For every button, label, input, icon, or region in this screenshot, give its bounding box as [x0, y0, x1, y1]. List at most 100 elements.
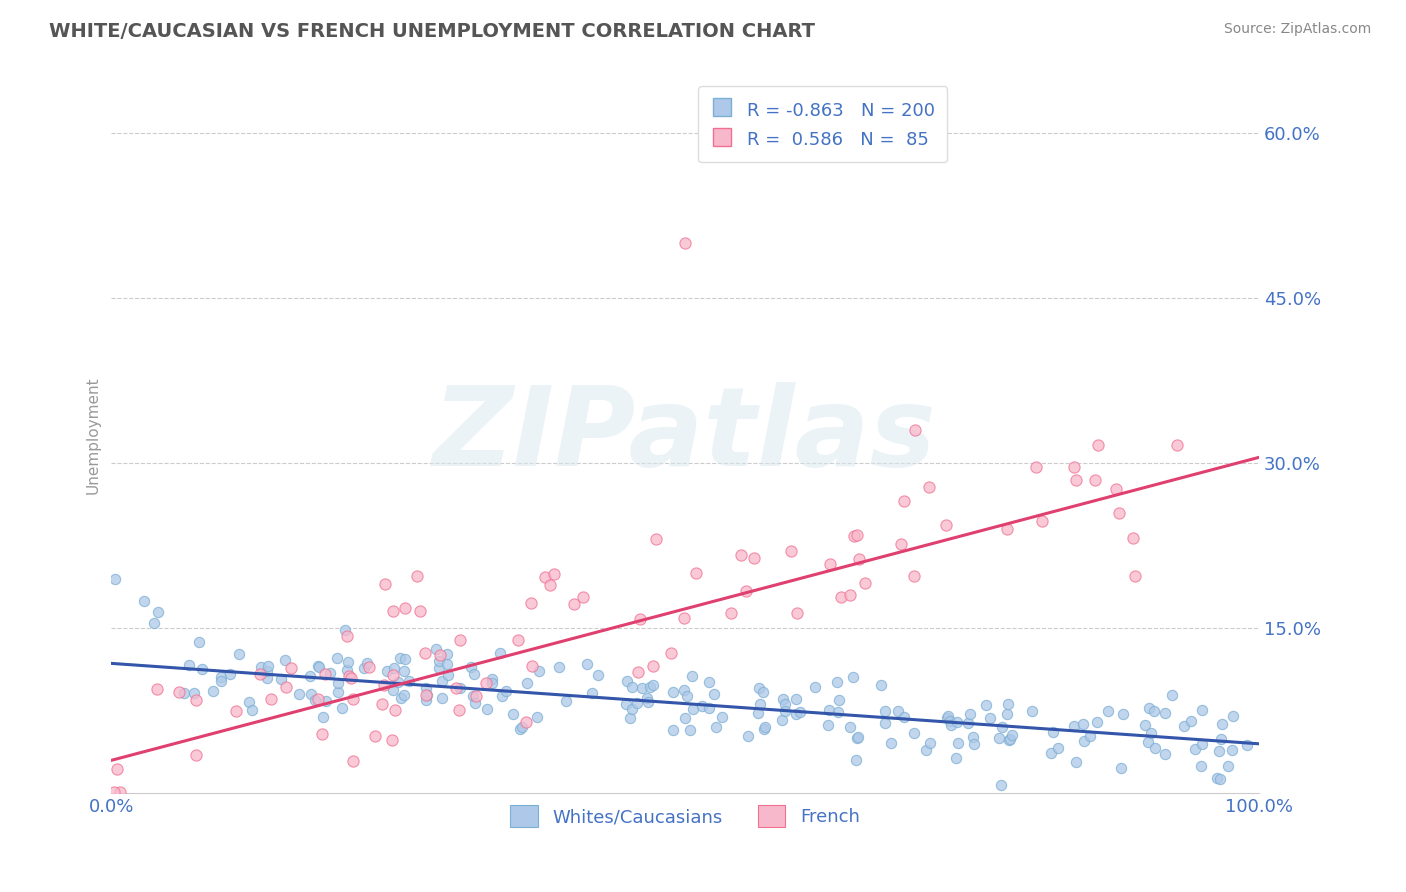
Point	[1142, 704, 1164, 718]
Point	[382, 668, 405, 682]
Point	[1135, 718, 1157, 732]
Point	[754, 720, 776, 734]
Point	[1064, 755, 1087, 769]
Point	[1085, 714, 1108, 729]
Point	[685, 566, 707, 580]
Point	[299, 687, 322, 701]
Point	[1144, 741, 1167, 756]
Point	[1211, 717, 1233, 731]
Point	[394, 601, 416, 615]
Point	[387, 674, 409, 689]
Point	[108, 785, 131, 799]
Point	[730, 548, 752, 562]
Point	[737, 729, 759, 743]
Point	[1191, 737, 1213, 751]
Point	[394, 651, 416, 665]
Point	[389, 691, 412, 706]
Point	[979, 711, 1001, 725]
Point	[845, 731, 868, 745]
Point	[250, 660, 273, 674]
Point	[818, 557, 841, 571]
Point	[436, 657, 458, 671]
Point	[959, 707, 981, 722]
Point	[637, 696, 659, 710]
Point	[169, 684, 191, 698]
Point	[298, 669, 321, 683]
Point	[770, 713, 793, 727]
Point	[918, 736, 941, 750]
Point	[1097, 704, 1119, 718]
Point	[748, 681, 770, 696]
Point	[915, 743, 938, 757]
Text: Source: ZipAtlas.com: Source: ZipAtlas.com	[1223, 22, 1371, 37]
Point	[976, 698, 998, 712]
Point	[1122, 531, 1144, 545]
Point	[838, 720, 860, 734]
Point	[616, 673, 638, 688]
Point	[177, 658, 200, 673]
Point	[336, 664, 359, 678]
Point	[636, 690, 658, 705]
Point	[1025, 459, 1047, 474]
Point	[681, 668, 703, 682]
Point	[389, 651, 412, 665]
Point	[749, 698, 772, 712]
Point	[991, 720, 1014, 734]
Point	[690, 699, 713, 714]
Point	[314, 666, 336, 681]
Point	[1180, 714, 1202, 729]
Point	[935, 517, 957, 532]
Point	[773, 697, 796, 711]
Point	[333, 623, 356, 637]
Point	[939, 718, 962, 732]
Point	[475, 702, 498, 716]
Point	[398, 674, 420, 689]
Point	[413, 646, 436, 660]
Point	[627, 665, 650, 679]
Point	[325, 651, 347, 665]
Point	[356, 656, 378, 670]
Point	[870, 678, 893, 692]
Text: WHITE/CAUCASIAN VS FRENCH UNEMPLOYMENT CORRELATION CHART: WHITE/CAUCASIAN VS FRENCH UNEMPLOYMENT C…	[49, 22, 815, 41]
Point	[506, 632, 529, 647]
Point	[463, 696, 485, 710]
Point	[515, 676, 537, 690]
Point	[107, 762, 129, 776]
Point	[183, 685, 205, 699]
Point	[307, 691, 329, 706]
Point	[488, 646, 510, 660]
Point	[662, 684, 685, 698]
Point	[948, 736, 970, 750]
Point	[752, 684, 775, 698]
Point	[415, 681, 437, 695]
Point	[628, 612, 651, 626]
Point	[1080, 730, 1102, 744]
Point	[409, 604, 432, 618]
Point	[742, 550, 765, 565]
Point	[1031, 515, 1053, 529]
Point	[988, 731, 1011, 746]
Point	[995, 522, 1018, 536]
Point	[935, 711, 957, 725]
Point	[620, 681, 643, 695]
Point	[1001, 728, 1024, 742]
Point	[672, 611, 695, 625]
Point	[945, 750, 967, 764]
Point	[381, 604, 404, 618]
Point	[673, 235, 696, 250]
Point	[555, 694, 578, 708]
Point	[956, 715, 979, 730]
Point	[104, 572, 127, 586]
Point	[626, 696, 648, 710]
Point	[1184, 741, 1206, 756]
Point	[416, 689, 439, 703]
Point	[427, 661, 450, 675]
Point	[562, 597, 585, 611]
Point	[1140, 725, 1163, 739]
Point	[903, 726, 925, 740]
Point	[430, 673, 453, 688]
Point	[1154, 706, 1177, 720]
Point	[893, 494, 915, 508]
Point	[1173, 719, 1195, 733]
Point	[638, 680, 661, 694]
